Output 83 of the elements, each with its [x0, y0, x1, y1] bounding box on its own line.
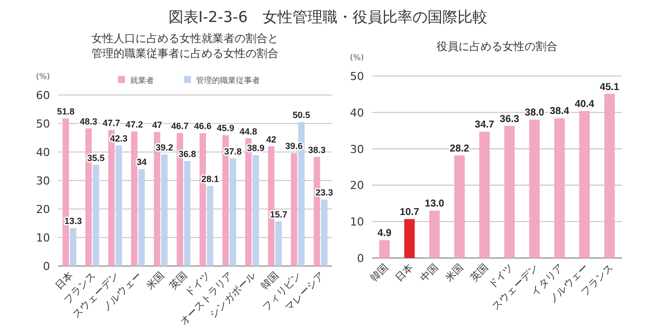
- data-label: 46.6: [194, 121, 212, 132]
- y-tick-label: 30: [36, 174, 50, 188]
- chart-subtitle: 女性人口に占める女性就業者の割合と管理的職業従事者に占める女性の割合: [92, 32, 278, 60]
- bar: [404, 219, 415, 258]
- bar: [429, 210, 440, 258]
- data-label: 45.9: [216, 123, 234, 134]
- chart-title: 役員に占める女性の割合: [436, 40, 558, 53]
- y-tick-label: 20: [350, 179, 364, 192]
- bar: [504, 126, 515, 258]
- bar: [290, 153, 298, 266]
- y-tick-label: 60: [36, 89, 50, 102]
- chart-title: 図表Ⅰ-2-3-6 女性管理職・役員比率の国際比較: [168, 8, 488, 26]
- data-label: 23.3: [315, 188, 334, 198]
- x-tick-label: 米国: [144, 270, 167, 292]
- data-label: 34.7: [474, 120, 495, 131]
- y-tick-label: 10: [350, 216, 364, 229]
- data-label: 28.1: [201, 174, 219, 184]
- bar: [161, 154, 168, 266]
- data-label: 51.8: [56, 106, 75, 116]
- bar: [138, 169, 145, 266]
- data-label: 42.3: [110, 133, 128, 144]
- data-label: 28.2: [450, 143, 470, 154]
- y-tick-label: 0: [43, 260, 50, 273]
- bar: [379, 240, 390, 258]
- bar: [184, 161, 190, 266]
- bar: [554, 118, 565, 258]
- y-axis-title: (%): [350, 53, 364, 62]
- data-label: 10.7: [400, 207, 420, 218]
- data-label: 38.4: [550, 106, 570, 118]
- bar: [206, 186, 214, 266]
- y-tick-label: 0: [357, 252, 364, 265]
- data-label: 45.1: [600, 82, 620, 93]
- data-label: 47: [152, 120, 162, 130]
- y-tick-label: 40: [350, 106, 364, 120]
- data-label: 15.7: [270, 209, 288, 220]
- y-tick-label: 30: [350, 142, 364, 156]
- data-label: 46.7: [171, 120, 189, 131]
- bar: [70, 228, 76, 266]
- x-tick-label: 中国: [418, 262, 441, 284]
- data-label: 47.7: [102, 118, 120, 128]
- data-label: 13.3: [64, 216, 82, 226]
- data-label: 13.0: [424, 198, 445, 210]
- y-tick-label: 10: [36, 232, 50, 244]
- data-label: 4.9: [378, 228, 392, 240]
- y-tick-label: 50: [36, 118, 50, 130]
- bar: [529, 120, 540, 258]
- bar: [275, 221, 282, 266]
- x-tick-label: 日本: [392, 262, 416, 284]
- bar: [604, 94, 615, 258]
- data-label: 50.5: [292, 110, 310, 120]
- data-label: 39.6: [285, 141, 303, 152]
- data-label: 37.8: [224, 146, 242, 156]
- y-tick-label: 40: [36, 146, 50, 159]
- bar: [579, 110, 590, 258]
- x-tick-label: 韓国: [368, 262, 391, 284]
- bar: [116, 145, 122, 266]
- legend-label: 就業者: [130, 76, 154, 85]
- data-label: 36.8: [178, 149, 196, 160]
- data-label: 40.4: [574, 98, 595, 110]
- y-axis-title: (%): [36, 72, 50, 81]
- x-tick-label: 英国: [468, 262, 491, 284]
- data-label: 39.2: [156, 142, 174, 152]
- legend-label: 管理的職業従事者: [196, 76, 260, 85]
- data-label: 48.3: [80, 116, 98, 126]
- data-label: 38.3: [308, 144, 326, 155]
- data-label: 42: [266, 134, 276, 144]
- bar: [230, 158, 236, 266]
- bar: [454, 155, 465, 258]
- bar: [252, 155, 259, 266]
- data-label: 34: [136, 157, 147, 168]
- bar: [321, 200, 328, 266]
- data-label: 38.9: [246, 143, 265, 154]
- data-label: 47.2: [125, 119, 144, 130]
- data-label: 44.8: [240, 126, 258, 136]
- bar: [92, 164, 100, 266]
- x-tick-label: 米国: [442, 262, 466, 284]
- data-label: 36.3: [500, 114, 520, 125]
- data-label: 35.5: [87, 152, 105, 163]
- y-tick-label: 20: [36, 203, 50, 216]
- bar: [479, 132, 490, 258]
- y-tick-label: 50: [350, 70, 364, 83]
- data-label: 38.0: [524, 108, 545, 119]
- bar: [131, 131, 138, 266]
